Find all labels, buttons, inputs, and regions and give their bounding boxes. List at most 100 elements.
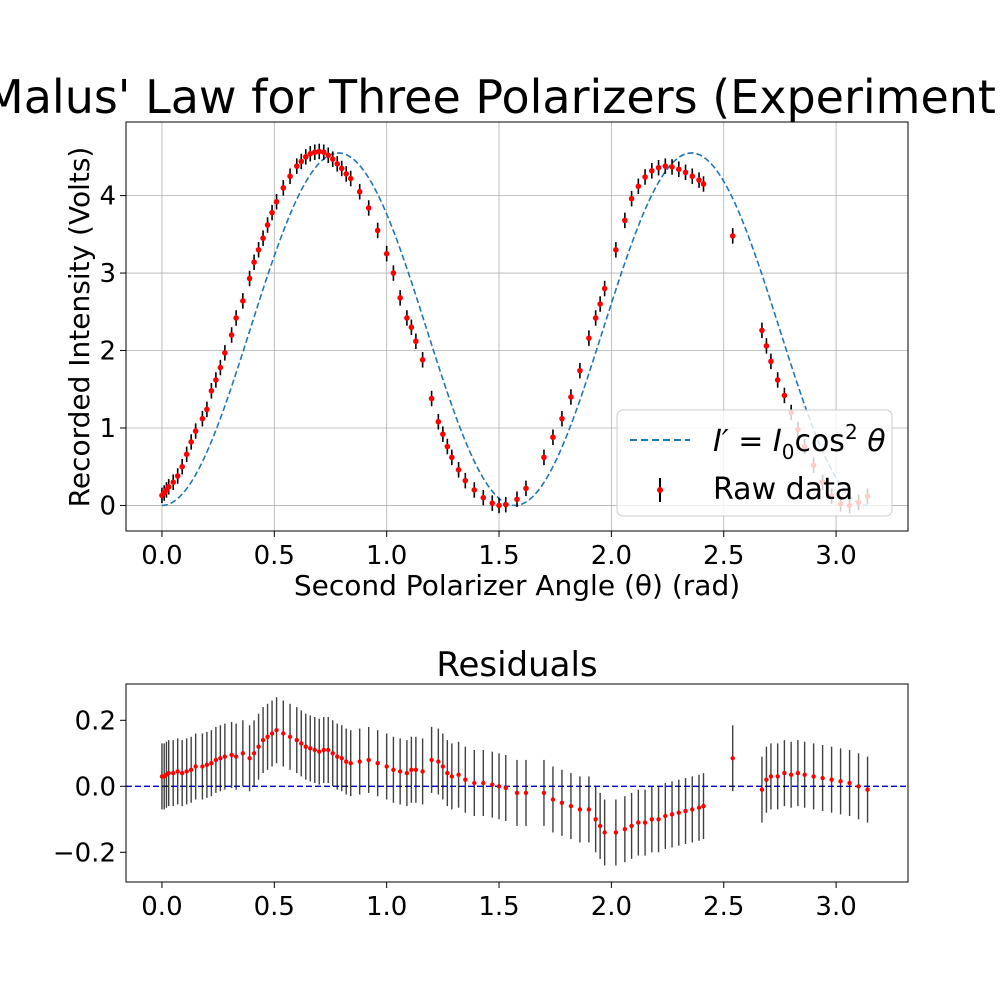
residual-point (317, 749, 322, 754)
raw-data-point (307, 150, 314, 157)
residual-point (299, 741, 304, 746)
residual-point (472, 780, 477, 786)
raw-data-point (329, 156, 336, 162)
residual-point (384, 764, 389, 769)
residual-point (683, 808, 688, 814)
raw-data-point (592, 315, 599, 321)
residual-point (436, 759, 441, 764)
residual-point (303, 744, 308, 749)
raw-data-point (471, 487, 478, 493)
raw-data-point (343, 171, 350, 177)
raw-data-point (455, 467, 462, 473)
x-tick-label: 0.0 (141, 541, 182, 571)
x-tick-label: 0.0 (141, 892, 182, 922)
raw-data-point (213, 377, 219, 383)
residual-point (663, 813, 668, 819)
raw-data-point (577, 367, 583, 374)
raw-data-point (183, 451, 190, 458)
residual-point (768, 774, 774, 779)
y-tick-label: 2 (99, 337, 116, 367)
fit-curve (161, 152, 868, 507)
residual-point (420, 769, 425, 774)
raw-data-point (655, 164, 662, 171)
y-tick-label: 0.0 (75, 772, 116, 802)
residual-point (811, 774, 816, 779)
residual-point (256, 744, 261, 749)
residual-point (179, 770, 185, 776)
residual-point (269, 731, 275, 736)
residuals-plot-frame (125, 683, 909, 883)
raw-data-point (700, 181, 707, 187)
residual-point (593, 817, 598, 822)
raw-data-point (325, 152, 332, 159)
x-tick-label: 0.5 (254, 892, 295, 922)
residual-point (213, 757, 219, 763)
y-tick-label: 3 (99, 259, 116, 289)
raw-data-point (480, 494, 487, 501)
raw-data-point (449, 454, 455, 461)
raw-data-point (435, 418, 442, 425)
main-x-ticks: 0.0 0.5 1.0 1.5 2.0 2.5 3.0 (141, 531, 857, 571)
raw-data-point (597, 301, 603, 307)
raw-data-point (413, 338, 419, 345)
raw-data-point (669, 164, 675, 170)
raw-data-point (347, 175, 354, 182)
residual-point (335, 754, 340, 759)
legend-fit-label: I′ = I0cos2 θ (713, 420, 886, 464)
x-tick-label: 1.0 (366, 892, 407, 922)
residual-point (788, 772, 794, 777)
raw-data-point (408, 324, 415, 331)
residual-point (339, 756, 344, 761)
residual-point (357, 759, 362, 764)
residual-point (193, 764, 198, 769)
residual-point (251, 751, 257, 756)
residual-point (265, 734, 270, 739)
residual-point (260, 737, 266, 743)
raw-data-point (696, 177, 702, 183)
raw-data-point (320, 149, 327, 156)
raw-data-point (622, 217, 628, 224)
residual-point (397, 769, 403, 774)
residual-point (456, 772, 461, 777)
raw-data-point (568, 394, 574, 400)
residual-point (218, 756, 223, 761)
raw-data-point (559, 415, 565, 422)
raw-data-point (374, 227, 381, 234)
residual-point (676, 810, 681, 815)
residual-point (568, 803, 574, 809)
residual-point (759, 787, 765, 792)
residual-point (696, 805, 702, 810)
raw-data-point (217, 364, 224, 371)
residual-point (366, 757, 371, 763)
x-tick-label: 1.5 (478, 541, 519, 571)
residuals-points (159, 728, 870, 835)
legend: I′ = I0cos2 θ Raw data (616, 409, 893, 517)
raw-data-point (246, 275, 253, 282)
raw-data-point (642, 174, 648, 180)
raw-data-point (311, 149, 318, 156)
residual-point (166, 770, 171, 776)
raw-data-point (260, 235, 266, 241)
residual-point (649, 817, 655, 822)
residuals-title: Residuals (436, 645, 597, 685)
raw-data-point (199, 415, 206, 422)
residual-point (503, 785, 508, 791)
y-tick-label: 0 (99, 491, 116, 521)
residual-point (233, 754, 239, 759)
x-tick-label: 3.0 (815, 541, 856, 571)
residual-point (602, 830, 607, 835)
raw-data-point (264, 222, 271, 228)
raw-data-point (174, 473, 181, 479)
x-tick-label: 3.0 (815, 892, 856, 922)
residual-point (274, 728, 279, 733)
raw-data-point (682, 169, 689, 176)
residual-point (782, 770, 787, 776)
residual-point (330, 751, 335, 756)
raw-data-point (759, 327, 765, 334)
residual-point (481, 780, 486, 786)
raw-data-point (240, 298, 246, 304)
residuals-panel: Residuals 0.0 0.5 1.0 1.5 2.0 2.5 3.0 −0.20.00… (53, 645, 909, 922)
residual-point (559, 800, 565, 805)
raw-data-point (404, 315, 410, 321)
residual-point (577, 807, 583, 812)
